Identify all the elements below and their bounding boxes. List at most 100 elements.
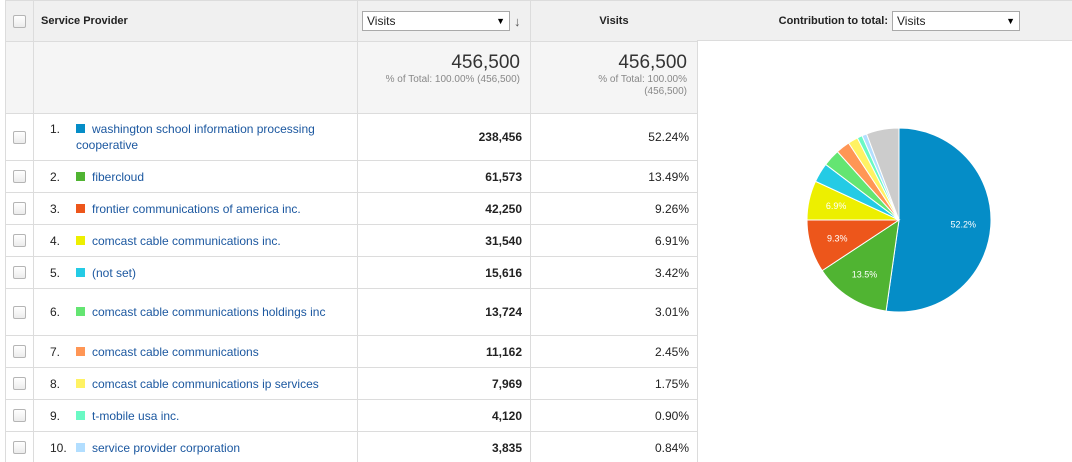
- table-row: 6. comcast cable communications holdings …: [5, 288, 698, 336]
- provider-link[interactable]: service provider corporation: [92, 440, 241, 455]
- row-rank: 10.: [50, 440, 67, 455]
- table-row: 1. washington school information processi…: [5, 113, 698, 161]
- series-color-swatch: [76, 410, 85, 420]
- row-checkbox-cell: [5, 335, 34, 368]
- summary-visits-cell: 456,500 % of Total: 100.00% (456,500): [530, 41, 698, 114]
- series-color-swatch: [76, 378, 85, 388]
- provider-link[interactable]: fibercloud: [92, 169, 145, 184]
- visits-value: 11,162: [357, 335, 531, 368]
- provider-link[interactable]: comcast cable communications ip services: [92, 376, 319, 391]
- provider-column-header[interactable]: Service Provider: [33, 0, 358, 42]
- series-color-swatch: [76, 307, 85, 316]
- row-checkbox-cell: [5, 160, 34, 193]
- select-all-checkbox[interactable]: [13, 14, 26, 28]
- row-checkbox-cell: [5, 367, 34, 400]
- metric-select[interactable]: Visits ▼: [362, 11, 510, 31]
- visits-percent: 52.24%: [530, 113, 698, 161]
- provider-column-label: Service Provider: [41, 15, 128, 27]
- pie-slice-label: 9.3%: [827, 234, 848, 244]
- row-checkbox[interactable]: [13, 441, 26, 454]
- series-color-swatch: [76, 203, 85, 213]
- provider-cell: 8. comcast cable communications ip servic…: [33, 367, 358, 400]
- provider-cell: 10. service provider corporation: [33, 431, 358, 462]
- provider-cell: 3. frontier communications of america inc…: [33, 192, 358, 225]
- visits-value: 4,120: [357, 399, 531, 432]
- series-color-swatch: [76, 124, 85, 133]
- metric-column-header: Visits ▼ ↓: [357, 0, 531, 42]
- metric-select-value: Visits: [367, 14, 396, 28]
- row-checkbox[interactable]: [13, 202, 26, 215]
- table-row: 2. fibercloud 61,573 13.49%: [5, 160, 698, 193]
- visits-percent: 1.75%: [530, 367, 698, 400]
- summary-visits-sub-total: (456,500): [644, 86, 687, 97]
- row-checkbox[interactable]: [13, 130, 26, 144]
- visits-value: 15,616: [357, 256, 531, 289]
- visits-column-header[interactable]: Visits: [530, 0, 698, 42]
- data-table: Service Provider Visits ▼ ↓ Visits: [5, 0, 698, 462]
- provider-link[interactable]: t-mobile usa inc.: [92, 408, 180, 423]
- visits-percent: 3.42%: [530, 256, 698, 289]
- visits-percent: 13.49%: [530, 160, 698, 193]
- sort-descending-icon[interactable]: ↓: [514, 13, 521, 29]
- summary-visits-value: 456,500: [618, 52, 687, 73]
- visits-value: 42,250: [357, 192, 531, 225]
- row-checkbox[interactable]: [13, 170, 26, 183]
- summary-empty-cell: [33, 41, 358, 114]
- provider-cell: 2. fibercloud: [33, 160, 358, 193]
- summary-total-sub: % of Total: 100.00% (456,500): [385, 74, 520, 85]
- row-rank: 3.: [50, 201, 61, 216]
- visits-value: 3,835: [357, 431, 531, 462]
- pie-slice-label: 52.2%: [950, 220, 976, 230]
- row-checkbox-cell: [5, 192, 34, 225]
- row-checkbox[interactable]: [13, 409, 26, 422]
- chart-panel: Contribution to total: Visits ▼ 52.2% 13.…: [697, 0, 1072, 462]
- row-checkbox-cell: [5, 288, 34, 336]
- row-rank: 2.: [50, 169, 61, 184]
- summary-row: 456,500 % of Total: 100.00% (456,500) 45…: [5, 41, 698, 114]
- pie-slice[interactable]: [865, 127, 900, 221]
- provider-link[interactable]: washington school information processing…: [76, 122, 315, 152]
- row-rank: 5.: [50, 265, 61, 280]
- row-rank: 9.: [50, 408, 61, 423]
- provider-link[interactable]: comcast cable communications holdings in…: [92, 305, 326, 319]
- table-row: 9. t-mobile usa inc. 4,120 0.90%: [5, 399, 698, 432]
- series-color-swatch: [76, 267, 85, 277]
- table-row: 5. (not set) 15,616 3.42%: [5, 256, 698, 289]
- series-color-swatch: [76, 346, 85, 356]
- row-checkbox[interactable]: [13, 377, 26, 390]
- series-color-swatch: [76, 235, 85, 245]
- series-color-swatch: [76, 442, 85, 452]
- summary-visits-sub: % of Total: 100.00%: [598, 74, 687, 85]
- pie-chart: 52.2% 13.5% 9.3% 6.9%: [806, 127, 992, 313]
- table-row: 10. service provider corporation 3,835 0.84…: [5, 431, 698, 462]
- table-row: 8. comcast cable communications ip servic…: [5, 367, 698, 400]
- pie-slice[interactable]: [821, 218, 900, 312]
- summary-empty-cell: [5, 41, 34, 114]
- provider-link[interactable]: comcast cable communications inc.: [92, 233, 281, 248]
- data-table-panel: Service Provider Visits ▼ ↓ Visits: [5, 0, 698, 462]
- row-checkbox[interactable]: [13, 345, 26, 358]
- provider-cell: 9. t-mobile usa inc.: [33, 399, 358, 432]
- visits-percent: 3.01%: [530, 288, 698, 336]
- select-all-cell: [5, 0, 34, 42]
- series-color-swatch: [76, 171, 85, 181]
- pie-chart-container: 52.2% 13.5% 9.3% 6.9%: [697, 41, 1072, 462]
- row-rank: 7.: [50, 344, 61, 359]
- row-checkbox[interactable]: [13, 234, 26, 247]
- summary-total-value: 456,500: [451, 52, 520, 73]
- pie-slice-label: 6.9%: [826, 201, 847, 211]
- provider-link[interactable]: frontier communications of america inc.: [92, 201, 301, 216]
- provider-link[interactable]: comcast cable communications: [92, 344, 259, 359]
- provider-link[interactable]: (not set): [92, 265, 137, 280]
- row-checkbox-cell: [5, 431, 34, 462]
- row-rank: 1.: [50, 122, 61, 136]
- row-checkbox[interactable]: [13, 305, 26, 319]
- pie-slice[interactable]: [885, 127, 992, 313]
- contribution-label: Contribution to total:: [778, 14, 888, 27]
- pie-slice-label: 13.5%: [852, 269, 878, 279]
- row-checkbox[interactable]: [13, 266, 26, 279]
- visits-percent: 9.26%: [530, 192, 698, 225]
- contribution-select-value: Visits: [897, 13, 926, 28]
- contribution-select[interactable]: Visits ▼: [892, 10, 1020, 31]
- row-checkbox-cell: [5, 113, 34, 161]
